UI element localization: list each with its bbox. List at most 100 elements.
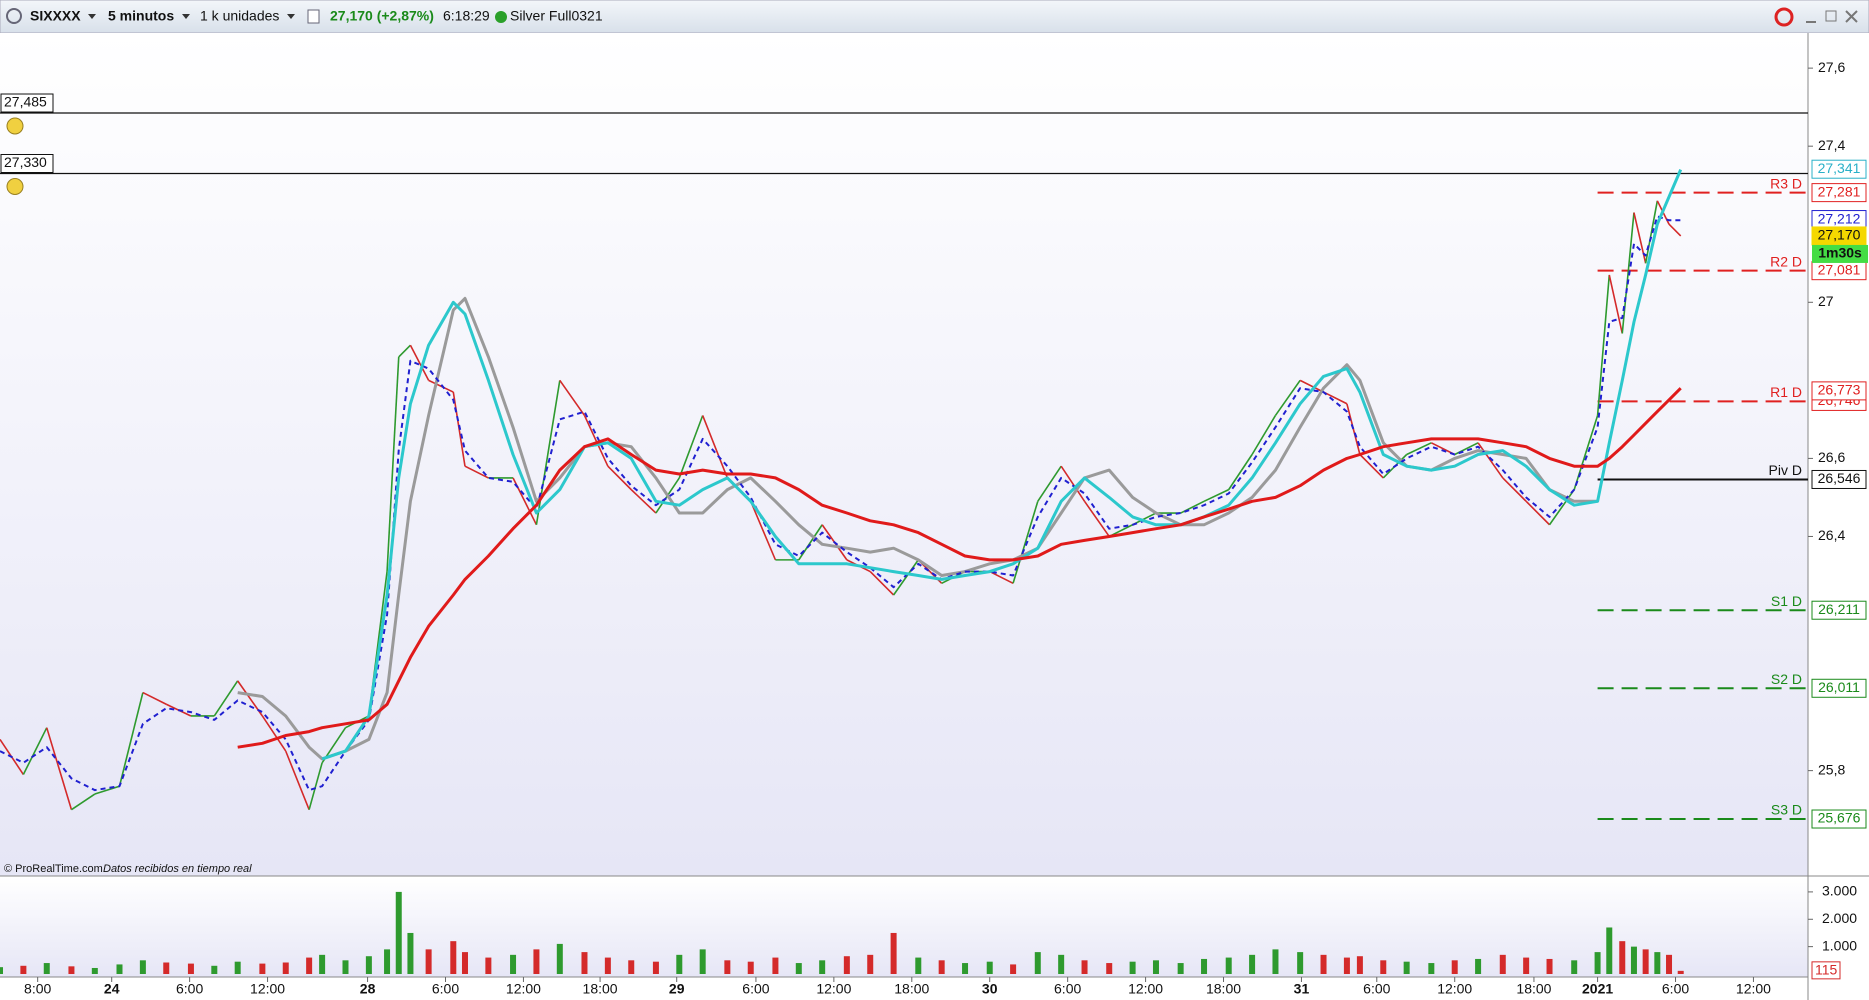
- price-marker-box: [1811, 381, 1867, 401]
- volume-bar: [986, 961, 993, 974]
- volume-bar: [1152, 960, 1159, 974]
- x-tick-label: 12:00: [250, 981, 285, 997]
- price-segment: [1299, 379, 1324, 393]
- x-tick-label: 30: [982, 981, 998, 997]
- alert-label-box: [0, 154, 54, 173]
- price-segment: [464, 465, 489, 479]
- x-tick-label: 18:00: [1206, 981, 1241, 997]
- volume-bar: [407, 932, 414, 974]
- x-tick-label: 12:00: [506, 981, 541, 997]
- alert-bell: [6, 178, 24, 195]
- volume-bar: [1129, 961, 1136, 974]
- volume-bar: [20, 965, 27, 974]
- volume-bar: [306, 957, 313, 974]
- clock: 6:18:29: [443, 8, 490, 24]
- pivot-value-box: [1811, 183, 1867, 203]
- volume-bar: [1451, 960, 1458, 974]
- volume-bar: [1619, 941, 1626, 974]
- info-icon[interactable]: [307, 9, 320, 24]
- countdown-box: [1812, 244, 1868, 263]
- price-marker-label: 27,212: [1818, 210, 1861, 226]
- menu-icon[interactable]: [6, 8, 22, 24]
- price-segment: [798, 524, 823, 561]
- price-segment: [118, 692, 144, 787]
- volume-bar: [652, 961, 659, 974]
- x-tick-label: 6:00: [1363, 981, 1390, 997]
- volume-bar: [43, 963, 50, 974]
- symbol[interactable]: SIXXXX: [30, 8, 81, 24]
- volume-bar: [1642, 949, 1649, 974]
- x-tick-label: 24: [104, 981, 120, 997]
- x-tick-label: 29: [669, 981, 685, 997]
- pivot-name: R1 D: [1770, 384, 1802, 400]
- volume-bar: [485, 957, 492, 974]
- volume-bar: [1201, 958, 1208, 974]
- units[interactable]: 1 k unidades: [200, 8, 279, 24]
- volume-bar: [1594, 952, 1601, 974]
- x-tick-label: 18:00: [894, 981, 929, 997]
- alert-label-box: [0, 93, 54, 113]
- pivot-value-box: [1811, 678, 1867, 698]
- price-segment: [409, 344, 430, 381]
- pivot-value-label: 27,281: [1818, 183, 1861, 199]
- volume-bar: [1034, 952, 1041, 974]
- pivot-value-label: 25,676: [1818, 810, 1861, 826]
- volume-bar: [116, 964, 123, 974]
- volume-bar: [676, 954, 683, 974]
- price-segment: [1525, 500, 1551, 526]
- price-segment: [678, 415, 704, 479]
- volume-bar: [915, 957, 922, 974]
- price-marker-box: [1811, 159, 1867, 179]
- price-segment: [892, 559, 919, 596]
- volume-bar: [1058, 954, 1065, 974]
- restore-button[interactable]: [1825, 10, 1837, 22]
- volume-bar: [819, 960, 826, 974]
- period[interactable]: 5 minutos: [108, 8, 174, 24]
- toolbar: [0, 0, 1869, 34]
- price-segment: [749, 501, 777, 561]
- price-segment: [1621, 212, 1635, 334]
- alert-label: 27,485: [4, 94, 47, 110]
- volume-bar: [319, 954, 326, 974]
- volume-bar: [581, 952, 588, 974]
- indicator-line: [321, 169, 1683, 761]
- volume-bar: [1297, 952, 1304, 974]
- volume-bar: [628, 960, 635, 974]
- price-segment: [1346, 403, 1361, 455]
- pivot-name: R2 D: [1770, 253, 1802, 269]
- volume-bar: [450, 941, 457, 974]
- price-marker-label: 27,170: [1818, 227, 1861, 243]
- x-tick-label: 6:00: [1054, 981, 1081, 997]
- price-panel: [0, 33, 1808, 876]
- volume-bar: [747, 961, 754, 974]
- x-tick-label: 18:00: [583, 981, 618, 997]
- volume-bar: [68, 966, 75, 974]
- volume-bar: [604, 957, 611, 974]
- close-button[interactable]: [1845, 10, 1858, 23]
- price-segment: [583, 415, 609, 467]
- volume-bar: [843, 956, 850, 974]
- volume-bar: [1320, 954, 1327, 974]
- refresh-icon[interactable]: [1774, 7, 1794, 27]
- instrument: Silver Full0321: [510, 8, 603, 24]
- pivot-value-label: 26,546: [1818, 470, 1861, 486]
- volume-bar: [1106, 963, 1113, 974]
- price-segment: [386, 356, 400, 572]
- volume-bar: [259, 963, 266, 974]
- pivot-value-box: [1811, 809, 1867, 829]
- volume-bar: [1666, 954, 1673, 974]
- pivot-value-box: [1811, 469, 1867, 489]
- price-segment: [1274, 379, 1301, 416]
- copyright: © ProRealTime.com: [4, 863, 103, 875]
- volume-bar: [1677, 970, 1684, 974]
- pivot-name: Piv D: [1769, 462, 1802, 478]
- pivot-value-box: [1811, 600, 1867, 620]
- volume-bar: [1403, 961, 1410, 974]
- x-tick-label: 6:00: [432, 981, 459, 997]
- dropdown-arrow: [287, 14, 295, 19]
- data-note: Datos recibidos en tiempo real: [103, 863, 252, 875]
- x-tick-label: 8:00: [24, 981, 51, 997]
- volume-bar: [938, 960, 945, 974]
- volume-panel: [0, 877, 1808, 977]
